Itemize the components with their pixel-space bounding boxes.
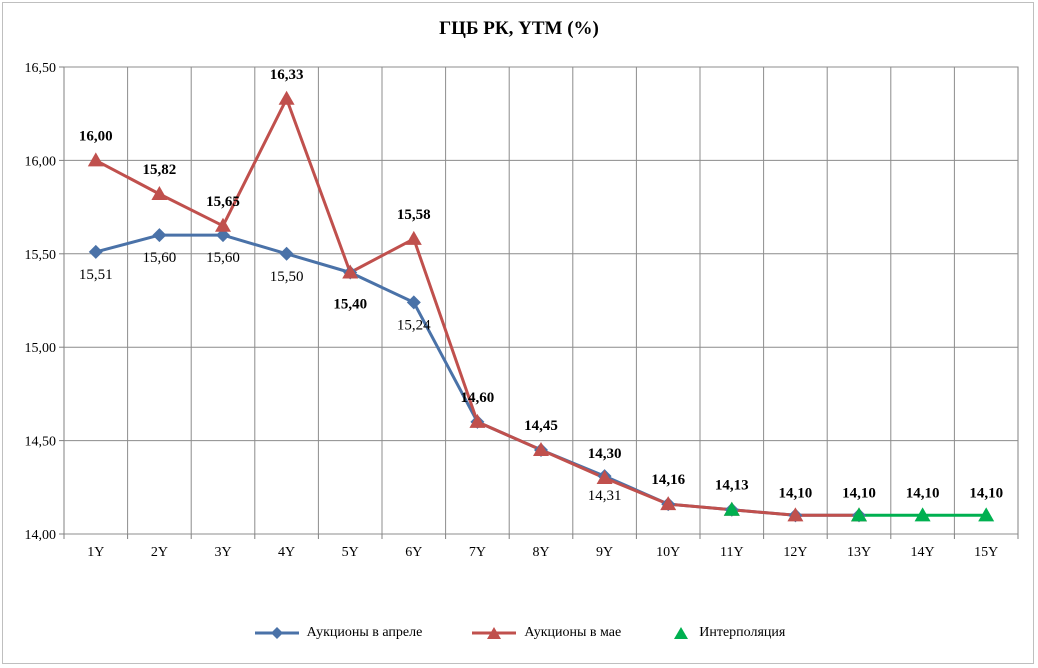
data-label-april: 15,51	[79, 267, 113, 283]
data-label-may: 14,60	[461, 390, 495, 406]
data-label-may: 15,40	[333, 296, 367, 312]
data-label-april: 15,24	[397, 317, 431, 333]
y-tick-label: 14,50	[25, 435, 57, 450]
legend: Аукционы в апреле Аукционы в мае Интерпо…	[0, 622, 1038, 644]
marker-may	[215, 217, 231, 232]
x-tick-label: 11Y	[720, 545, 744, 560]
y-tick-label: 16,00	[25, 154, 57, 169]
marker-interpolation	[851, 507, 867, 522]
x-tick-label: 7Y	[469, 545, 486, 560]
data-label-may: 14,10	[842, 485, 876, 501]
x-tick-label: 13Y	[847, 545, 871, 560]
legend-item-may: Аукционы в мае	[470, 625, 621, 641]
marker-interpolation	[978, 507, 995, 522]
marker-april	[88, 244, 103, 259]
x-tick-label: 8Y	[532, 545, 549, 560]
marker-april	[279, 246, 294, 261]
legend-item-april: Аукционы в апреле	[253, 625, 423, 641]
y-tick-label: 15,00	[25, 341, 57, 356]
marker-may	[151, 186, 168, 201]
legend-label-april: Аукционы в апреле	[306, 625, 423, 640]
legend-swatch-may	[472, 627, 517, 639]
marker-may	[533, 441, 549, 456]
marker-april	[152, 228, 167, 243]
data-label-may: 14,30	[588, 446, 622, 462]
y-tick-label: 16,50	[25, 61, 57, 76]
x-tick-label: 14Y	[911, 545, 935, 560]
legend-label-may: Аукционы в мае	[524, 625, 622, 640]
marker-interpolation	[914, 507, 931, 522]
data-label-april: 14,31	[588, 488, 622, 504]
marker-may	[87, 152, 104, 167]
marker-may	[405, 230, 422, 245]
plot-area	[63, 66, 1019, 535]
x-tick-label: 2Y	[151, 545, 168, 560]
marker-may	[660, 496, 677, 511]
data-label-may: 14,16	[651, 472, 685, 488]
marker-may	[342, 264, 359, 279]
data-label-may: 16,33	[270, 67, 304, 83]
marker-may	[469, 413, 486, 428]
legend-item-interpolation: Интерполяция	[669, 625, 785, 641]
marker-may	[596, 469, 613, 484]
data-label-may: 15,65	[206, 194, 240, 210]
data-label-may: 14,45	[524, 418, 558, 434]
data-label-may: 16,00	[79, 128, 113, 144]
y-tick-label: 15,50	[25, 248, 57, 263]
data-label-april: 15,60	[206, 250, 240, 266]
x-tick-label: 6Y	[405, 545, 422, 560]
x-tick-label: 5Y	[342, 545, 359, 560]
marker-may	[787, 507, 804, 522]
x-tick-label: 12Y	[783, 545, 807, 560]
x-tick-label: 1Y	[87, 545, 104, 560]
legend-swatch-april	[254, 627, 299, 639]
y-tick-label: 14,00	[25, 528, 57, 543]
data-label-april: 15,60	[143, 250, 177, 266]
data-label-may: 15,58	[397, 207, 431, 223]
x-tick-label: 9Y	[596, 545, 613, 560]
marker-may	[278, 90, 295, 105]
legend-swatch-interpolation	[674, 627, 689, 639]
data-label-april: 15,50	[270, 269, 304, 285]
marker-interpolation	[723, 501, 740, 516]
x-tick-label: 4Y	[278, 545, 295, 560]
marker-april	[406, 295, 421, 310]
legend-label-interpolation: Интерполяция	[699, 625, 786, 640]
data-label-interpolation: 14,10	[969, 485, 1003, 501]
x-tick-label: 10Y	[656, 545, 680, 560]
data-label-may: 15,82	[143, 162, 177, 178]
data-label-may: 14,13	[715, 478, 749, 494]
x-tick-label: 15Y	[974, 545, 998, 560]
data-label-may: 14,10	[779, 485, 813, 501]
chart-title: ГЦБ РК, YTM (%)	[439, 18, 599, 39]
data-label-interpolation: 14,10	[906, 485, 940, 501]
x-tick-label: 3Y	[214, 545, 231, 560]
